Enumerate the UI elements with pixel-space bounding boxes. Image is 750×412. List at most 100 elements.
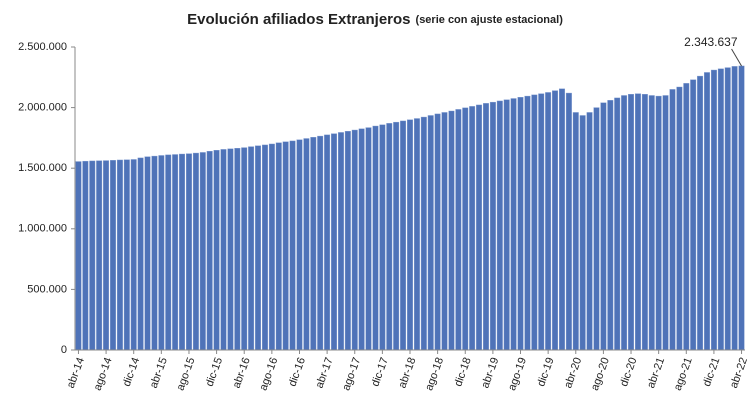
- bar: [441, 112, 448, 351]
- bar: [227, 148, 234, 351]
- bar: [110, 160, 116, 351]
- bar: [634, 93, 641, 351]
- bar: [621, 95, 628, 351]
- x-tick-label: ago-20: [589, 356, 612, 392]
- bar: [517, 97, 524, 351]
- bar: [704, 72, 710, 351]
- bar: [545, 92, 552, 351]
- bar: [337, 132, 344, 351]
- bar: [496, 100, 503, 351]
- bar: [607, 100, 614, 351]
- bar: [683, 83, 690, 351]
- bar: [614, 97, 621, 351]
- bar: [731, 66, 738, 351]
- bar: [372, 125, 379, 351]
- bar: [82, 160, 89, 351]
- bar: [724, 67, 731, 351]
- bar: [600, 102, 607, 351]
- bar: [648, 95, 655, 351]
- bar: [690, 79, 697, 351]
- label-leader: [731, 48, 742, 67]
- bar: [365, 127, 372, 351]
- bar: [248, 146, 255, 351]
- x-tick-label: ago-14: [92, 356, 115, 392]
- bar: [192, 152, 199, 351]
- bar: [434, 113, 441, 351]
- y-tick-label: 1.000.000: [18, 223, 67, 235]
- x-tick-label: ago-16: [257, 356, 280, 392]
- bar: [455, 109, 462, 351]
- bar: [282, 141, 289, 351]
- x-tick-label: abr-15: [148, 356, 170, 390]
- bar: [179, 153, 186, 351]
- bar: [317, 135, 324, 351]
- bar: [448, 110, 455, 351]
- chart-subtitle: (serie con ajuste estacional): [416, 14, 564, 26]
- bar: [130, 159, 137, 351]
- bar: [483, 103, 489, 351]
- bar: [427, 115, 434, 351]
- bar: [738, 65, 745, 351]
- bar: [220, 149, 227, 351]
- bar: [558, 88, 565, 351]
- bar: [407, 119, 413, 351]
- x-tick-label: ago-18: [423, 356, 446, 392]
- x-tick-label: dic-17: [369, 356, 391, 388]
- x-tick-label: dic-19: [535, 356, 557, 388]
- y-tick-label: 2.500.000: [18, 41, 67, 53]
- bar: [655, 95, 662, 351]
- bar: [255, 145, 262, 351]
- bar: [289, 140, 296, 351]
- bar: [669, 89, 676, 351]
- bar: [268, 143, 275, 351]
- bar: [116, 159, 123, 351]
- bar: [379, 124, 386, 351]
- x-tick-label: dic-21: [701, 356, 723, 388]
- x-tick-label: abr-16: [231, 356, 253, 390]
- bar: [489, 101, 496, 351]
- bar: [172, 154, 179, 351]
- bar: [89, 160, 96, 351]
- x-tick-label: abr-19: [479, 356, 501, 390]
- bar: [524, 95, 531, 351]
- bar: [123, 159, 130, 351]
- bar: [697, 75, 704, 351]
- x-tick-label: dic-15: [204, 356, 226, 388]
- bar: [628, 94, 634, 351]
- bar: [261, 144, 268, 351]
- bar: [469, 106, 476, 351]
- bar: [462, 107, 469, 351]
- bar: [586, 112, 593, 351]
- bar: [358, 128, 365, 351]
- y-tick-label: 0: [61, 344, 67, 356]
- x-tick-label: dic-16: [287, 356, 309, 388]
- bar: [303, 138, 310, 351]
- y-tick-label: 1.500.000: [18, 162, 67, 174]
- bar: [552, 90, 559, 351]
- bar: [538, 93, 545, 351]
- bar: [717, 68, 724, 351]
- bar: [476, 104, 483, 351]
- x-tick-label: dic-20: [618, 356, 640, 388]
- bar: [137, 157, 144, 351]
- bar: [676, 86, 683, 351]
- bar: [186, 153, 192, 351]
- chart-title: Evolución afiliados Extranjeros: [187, 11, 410, 28]
- bar: [310, 137, 317, 351]
- bar: [579, 115, 586, 351]
- bar: [241, 147, 248, 351]
- x-tick-label: abr-17: [314, 356, 336, 390]
- bar: [331, 133, 337, 351]
- bar: [75, 161, 82, 351]
- bar: [662, 95, 669, 351]
- bar: [151, 155, 158, 351]
- bar: [206, 151, 213, 351]
- x-tick-label: ago-19: [506, 356, 529, 392]
- bar: [413, 118, 420, 351]
- x-tick-label: abr-18: [396, 356, 418, 390]
- x-tick-label: abr-22: [728, 356, 750, 390]
- bar: [386, 123, 393, 351]
- bar: [165, 154, 172, 351]
- x-tick-label: dic-18: [452, 356, 474, 388]
